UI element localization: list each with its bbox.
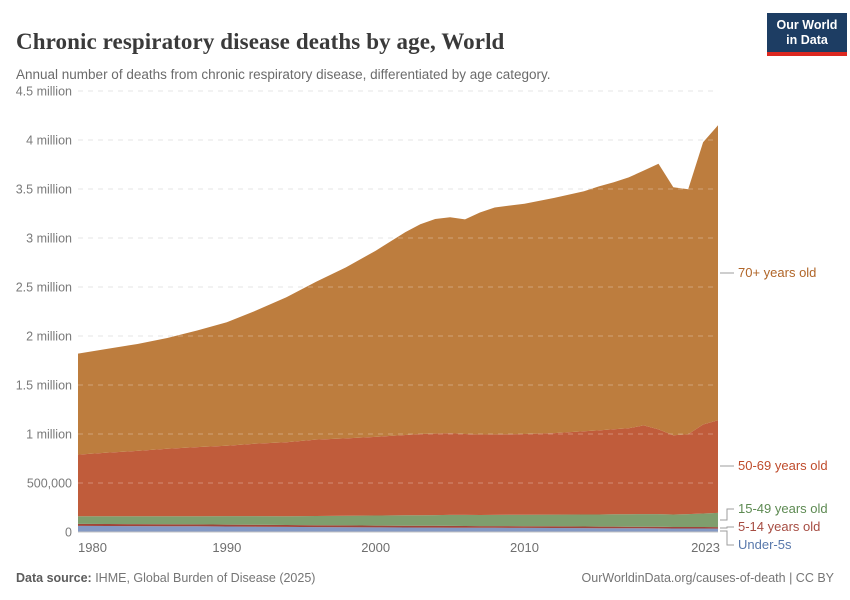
owid-logo-line1: Our World bbox=[776, 18, 838, 32]
legend-connector bbox=[720, 526, 734, 529]
y-tick-label: 500,000 bbox=[27, 477, 72, 491]
y-tick-label: 3 million bbox=[26, 232, 72, 246]
legend-label-under-5s[interactable]: Under-5s bbox=[738, 537, 792, 552]
y-tick-label: 4 million bbox=[26, 134, 72, 148]
y-tick-label: 1.5 million bbox=[16, 379, 72, 393]
area-15-49-years-old[interactable] bbox=[78, 512, 718, 528]
y-tick-label: 3.5 million bbox=[16, 183, 72, 197]
x-tick-label: 2000 bbox=[361, 540, 390, 555]
area-70-years-old[interactable] bbox=[78, 125, 718, 455]
page-title: Chronic respiratory disease deaths by ag… bbox=[16, 29, 505, 55]
footer-links: OurWorldinData.org/causes-of-death | CC … bbox=[582, 571, 834, 585]
data-source-label: Data source: bbox=[16, 571, 92, 585]
legend-label-70-years-old[interactable]: 70+ years old bbox=[738, 265, 817, 280]
area-50-69-years-old[interactable] bbox=[78, 420, 718, 517]
legend-label-15-49-years-old[interactable]: 15-49 years old bbox=[738, 501, 828, 516]
x-tick-label: 1980 bbox=[78, 540, 107, 555]
x-tick-label: 2010 bbox=[510, 540, 539, 555]
page-subtitle: Annual number of deaths from chronic res… bbox=[16, 66, 551, 82]
y-tick-label: 1 million bbox=[26, 428, 72, 442]
license-link[interactable]: | CC BY bbox=[785, 571, 834, 585]
y-tick-label: 0 bbox=[65, 526, 72, 540]
legend-label-50-69-years-old[interactable]: 50-69 years old bbox=[738, 458, 828, 473]
area-under-5s[interactable] bbox=[78, 525, 718, 532]
area-5-14-years-old[interactable] bbox=[78, 523, 718, 529]
data-source-text: IHME, Global Burden of Disease (2025) bbox=[91, 571, 316, 585]
x-tick-label: 2023 bbox=[691, 540, 720, 555]
y-tick-label: 4.5 million bbox=[16, 85, 72, 99]
legend-label-5-14-years-old[interactable]: 5-14 years old bbox=[738, 519, 821, 534]
chart-plot-area[interactable]: 0 500,000 1 million 1.5 million 2 million 2.5… bbox=[0, 85, 850, 560]
y-tick-label: 2 million bbox=[26, 330, 72, 344]
owid-url-link[interactable]: OurWorldinData.org/causes-of-death bbox=[581, 571, 786, 585]
legend-connector bbox=[720, 530, 734, 546]
chart-footer: Data source: IHME, Global Burden of Dise… bbox=[16, 571, 834, 585]
legend-connector bbox=[720, 508, 734, 521]
owid-logo[interactable]: Our World in Data bbox=[767, 13, 847, 56]
y-tick-label: 2.5 million bbox=[16, 281, 72, 295]
owid-logo-line2: in Data bbox=[786, 33, 828, 47]
x-tick-label: 1990 bbox=[212, 540, 241, 555]
